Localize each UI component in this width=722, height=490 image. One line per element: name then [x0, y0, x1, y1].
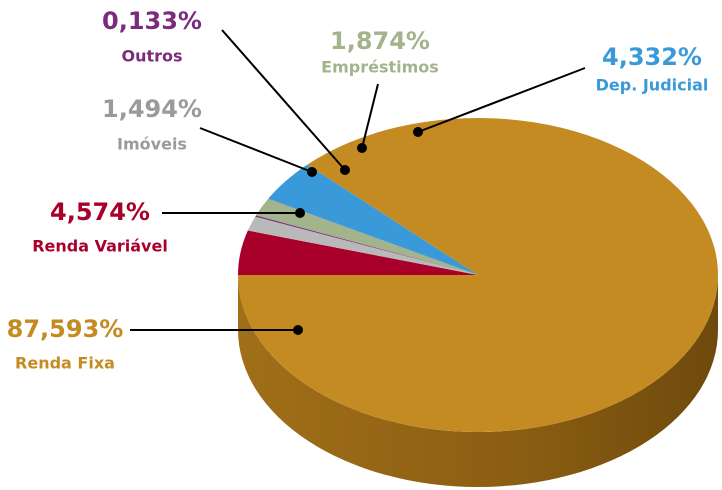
pie-slice	[255, 198, 478, 275]
pie-slice	[238, 230, 478, 275]
pie-side	[238, 275, 718, 487]
value-label: 87,593%	[7, 315, 124, 343]
category-label: Renda Variável	[32, 237, 168, 256]
leader-dot	[293, 325, 303, 335]
leader-line	[221, 29, 346, 171]
leader-line	[417, 67, 586, 133]
pie-slice	[238, 118, 718, 433]
pie-slice	[255, 215, 478, 275]
value-label: 0,133%	[102, 7, 202, 35]
value-label: 4,574%	[50, 198, 150, 226]
value-label: 1,874%	[330, 27, 430, 55]
category-label: Outros	[121, 47, 182, 66]
pie-slice	[268, 164, 478, 275]
category-label: Renda Fixa	[15, 354, 115, 373]
category-label: Imóveis	[117, 135, 187, 154]
leader-dot	[413, 127, 423, 137]
leader-dot	[357, 143, 367, 153]
category-label: Dep. Judicial	[596, 76, 709, 95]
leader-line	[361, 83, 379, 149]
leader-dot	[295, 208, 305, 218]
leader-dot	[307, 167, 317, 177]
leader-line	[199, 127, 313, 173]
leader-dot	[340, 165, 350, 175]
value-label: 1,494%	[102, 95, 202, 123]
pie-slice	[247, 216, 478, 275]
category-label: Empréstimos	[321, 58, 439, 77]
value-label: 4,332%	[602, 43, 702, 71]
